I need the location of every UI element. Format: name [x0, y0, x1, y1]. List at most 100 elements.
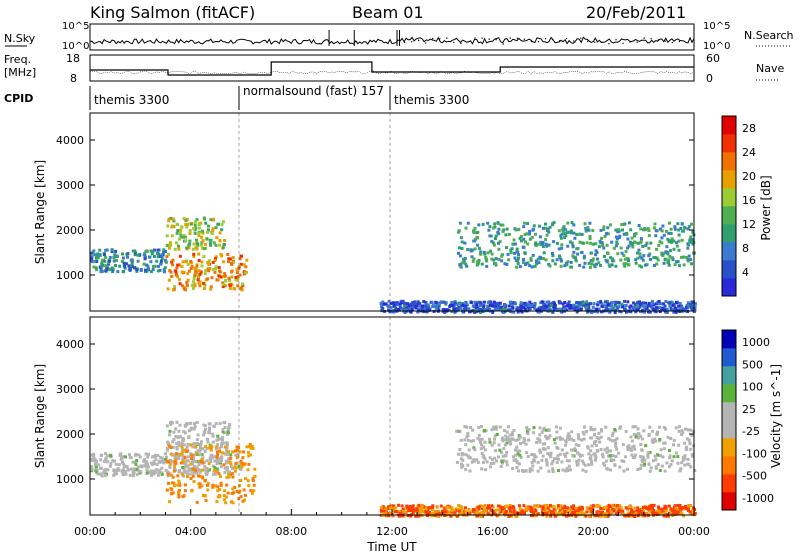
scatter-cell — [175, 447, 179, 451]
scatter-cell — [476, 514, 479, 518]
scatter-cell — [582, 461, 586, 465]
scatter-cell — [213, 270, 217, 274]
scatter-cell — [522, 437, 526, 441]
scatter-cell — [480, 425, 483, 428]
scatter-cell — [494, 257, 498, 261]
scatter-cell — [606, 514, 610, 518]
scatter-cell — [545, 463, 549, 467]
scatter-cell — [647, 462, 651, 466]
scatter-cell — [196, 449, 200, 453]
scatter-cell — [617, 228, 621, 232]
scatter-cell — [484, 255, 488, 259]
scatter-cell — [673, 509, 677, 513]
scatter-cell — [494, 234, 498, 238]
scatter-cell — [180, 265, 184, 268]
noise-search-dot — [551, 38, 554, 41]
scatter-cell — [93, 468, 97, 472]
scatter-cell — [488, 456, 492, 460]
scatter-cell — [184, 223, 188, 226]
scatter-cell — [233, 469, 237, 473]
scatter-cell — [673, 504, 677, 508]
scatter-cell — [627, 259, 630, 263]
scatter-cell — [222, 260, 225, 264]
y-tick-label: 2000 — [56, 428, 84, 441]
scatter-cell — [651, 511, 655, 514]
scatter-cell — [613, 428, 617, 431]
scatter-cell — [632, 514, 636, 518]
scatter-cell — [173, 465, 177, 469]
scatter-cell — [153, 455, 157, 459]
scatter-cell — [464, 453, 468, 457]
scatter-cell — [163, 249, 167, 253]
scatter-cell — [476, 505, 480, 509]
scatter-cell — [526, 432, 530, 436]
scatter-cell — [181, 260, 185, 264]
scatter-cell — [614, 228, 618, 232]
scatter-cell — [654, 458, 658, 462]
scatter-cell — [122, 455, 126, 459]
scatter-cell — [189, 443, 193, 447]
scatter-cell — [489, 465, 492, 469]
scatter-cell — [600, 236, 603, 240]
scatter-cell — [528, 300, 532, 304]
scatter-cell — [525, 451, 529, 455]
scatter-cell — [143, 257, 147, 261]
scatter-cell — [575, 233, 579, 237]
scatter-cell — [183, 483, 187, 487]
scatter-cell — [162, 270, 166, 274]
scatter-cell — [209, 444, 213, 448]
scatter-cell — [534, 259, 538, 263]
scatter-cell — [225, 461, 229, 465]
scatter-cell — [179, 235, 183, 239]
scatter-cell — [386, 305, 390, 308]
scatter-cell — [526, 507, 530, 511]
scatter-cell — [215, 462, 219, 466]
scatter-cell — [105, 267, 109, 271]
scatter-cell — [532, 426, 536, 430]
station-title: King Salmon (fitACF) — [90, 3, 255, 22]
scatter-cell — [594, 242, 598, 246]
scatter-cell — [119, 457, 123, 461]
scatter-cell — [221, 245, 225, 249]
noise-search-dot — [629, 41, 631, 43]
scatter-cell — [586, 446, 590, 450]
scatter-cell — [490, 458, 494, 462]
scatter-cell — [496, 504, 500, 508]
scatter-cell — [202, 494, 205, 497]
scatter-cell — [544, 222, 547, 226]
scatter-cell — [92, 457, 96, 461]
scatter-cell — [644, 301, 648, 305]
scatter-cell — [203, 431, 207, 435]
scatter-cell — [217, 472, 221, 476]
scatter-cell — [652, 307, 656, 311]
scatter-cell — [566, 303, 570, 307]
scatter-cell — [517, 462, 521, 466]
scatter-cell — [688, 239, 692, 243]
scatter-cell — [471, 428, 475, 432]
scatter-cell — [589, 428, 593, 431]
scatter-cell — [134, 452, 138, 456]
scatter-cell — [532, 224, 536, 228]
scatter-cell — [231, 450, 235, 454]
scatter-cell — [500, 259, 504, 263]
scatter-cell — [614, 455, 618, 458]
scatter-cell — [393, 506, 397, 510]
scatter-cell — [552, 240, 556, 244]
scatter-cell — [139, 470, 143, 474]
scatter-cell — [235, 448, 239, 452]
scatter-cell — [588, 308, 592, 312]
scatter-cell — [560, 460, 564, 464]
scatter-cell — [661, 455, 665, 459]
scatter-cell — [544, 304, 548, 308]
scatter-cell — [561, 437, 565, 441]
scatter-cell — [624, 430, 628, 433]
scatter-cell — [503, 443, 507, 447]
scatter-cell — [196, 433, 200, 437]
scatter-cell — [211, 227, 215, 231]
scatter-cell — [662, 308, 666, 312]
scatter-cell — [636, 241, 640, 245]
scatter-cell — [457, 246, 461, 250]
scatter-cell — [241, 499, 245, 503]
scatter-cell — [165, 255, 169, 259]
